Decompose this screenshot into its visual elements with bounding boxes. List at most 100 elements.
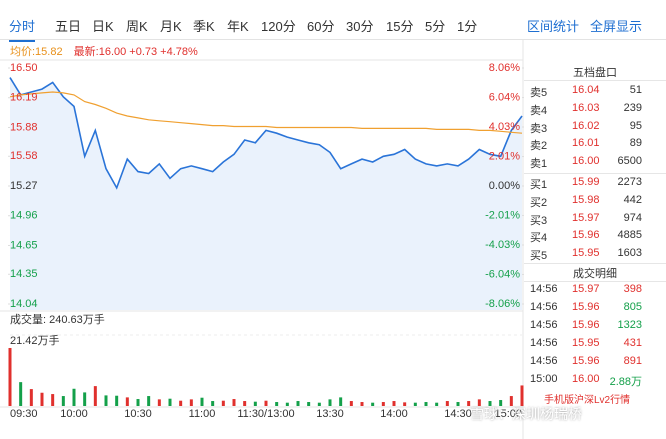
y2-tick-label: -8.06% — [485, 298, 520, 310]
trade-price: 16.00 — [572, 373, 600, 385]
order-volume: 442 — [623, 193, 642, 206]
order-volume: 2273 — [617, 176, 642, 188]
volume-bar — [360, 402, 364, 406]
volume-bar — [424, 402, 428, 406]
order-price: 15.98 — [572, 193, 600, 206]
volume-bar — [328, 399, 332, 406]
tab[interactable]: 五日 — [55, 19, 82, 34]
tab[interactable]: 分时 — [9, 16, 36, 42]
side-panel: 五档盘口 卖5 16.04 51 卖4 16.03 239 卖3 16.02 95 卖2 16.01 8… — [524, 60, 666, 410]
volume-bar — [29, 389, 33, 406]
trade-price: 15.96 — [572, 355, 600, 367]
volume-bar — [317, 402, 321, 406]
last-price: 最新:16.00 +0.73 +4.78% — [73, 46, 198, 58]
tab[interactable]: 年K — [227, 19, 249, 34]
volume-bar — [189, 399, 193, 406]
y-tick-label: 16.19 — [10, 92, 38, 104]
chart: 雪球 16.5016.1915.8815.5815.2714.9614.6514… — [0, 40, 524, 439]
order-label: 卖3 — [530, 122, 548, 135]
volume-bar — [104, 395, 108, 406]
y-tick-label: 14.65 — [10, 239, 38, 251]
order-label: 买1 — [530, 179, 548, 191]
tab[interactable]: 60分 — [307, 19, 335, 34]
y-tick-label: 14.35 — [10, 268, 38, 280]
x-tick-label: 10:00 — [60, 408, 88, 420]
order-price: 16.04 — [572, 84, 600, 96]
x-tick-label: 11:00 — [189, 408, 216, 420]
volume-bar — [179, 400, 183, 406]
trade-price: 15.97 — [572, 283, 600, 295]
x-tick-label: 13:30 — [316, 408, 344, 420]
average-line — [9, 91, 523, 134]
volume-bar — [435, 402, 439, 406]
x-tick-label: 14:00 — [380, 408, 408, 420]
order-price: 16.03 — [572, 101, 600, 114]
tab[interactable]: 5分 — [425, 19, 446, 34]
volume-bar — [339, 397, 343, 406]
volume-bar — [40, 392, 44, 406]
lv2-link[interactable]: 手机版沪深Lv2行情 — [544, 395, 631, 406]
tab-action[interactable]: 区间统计 — [527, 19, 580, 34]
order-price: 15.96 — [572, 229, 600, 242]
trade-volume: 398 — [623, 283, 642, 295]
volume-bar — [467, 401, 471, 406]
trade-price: 15.95 — [572, 337, 600, 349]
volume-bar — [509, 396, 513, 406]
separator — [524, 173, 666, 174]
y2-tick-label: 0.00% — [489, 180, 520, 192]
order-book-title: 五档盘口 — [573, 67, 617, 79]
x-tick-label: 11:30/13:00 — [237, 408, 294, 420]
volume-bar — [136, 399, 140, 406]
tab[interactable]: 周K — [126, 19, 148, 34]
order-label: 卖5 — [530, 87, 548, 99]
volume-bar — [520, 385, 524, 406]
order-price: 15.99 — [572, 176, 600, 188]
volume-bar — [93, 386, 97, 406]
y2-tick-label: -4.03% — [485, 239, 520, 251]
y-tick-label: 15.27 — [10, 180, 38, 192]
trade-time: 14:56 — [530, 301, 558, 313]
volume-title: 成交量: 240.63万手 — [10, 312, 105, 326]
tab-action[interactable]: 全屏显示 — [590, 19, 643, 34]
y-tick-label: 16.50 — [10, 62, 38, 74]
tab[interactable]: 30分 — [346, 19, 374, 34]
order-label: 买2 — [530, 196, 548, 209]
tab[interactable]: 15分 — [386, 19, 414, 34]
order-price: 15.97 — [572, 211, 600, 224]
y-tick-label: 14.96 — [10, 210, 38, 222]
volume-bar — [349, 401, 353, 406]
volume-bar — [168, 398, 172, 406]
trade-time: 14:56 — [530, 355, 558, 367]
order-label: 买5 — [530, 250, 548, 263]
volume-bar — [445, 401, 449, 406]
tab[interactable]: 日K — [92, 19, 114, 34]
order-volume: 1603 — [617, 247, 642, 260]
y2-tick-label: -2.01% — [485, 209, 520, 221]
volume-bar — [8, 347, 12, 406]
trade-volume: 1323 — [617, 319, 642, 331]
volume-bar — [157, 399, 161, 406]
average-price: 均价:15.82 — [10, 46, 63, 58]
x-tick-label: 14:30 — [444, 408, 472, 420]
quote-info: 均价:15.82 最新:16.00 +0.73 +4.78% — [10, 43, 198, 59]
volume-bar — [392, 401, 396, 406]
volume-bar — [499, 400, 503, 406]
tab[interactable]: 120分 — [261, 19, 296, 34]
trade-time: 14:56 — [530, 283, 558, 295]
volume-bar — [72, 388, 76, 406]
tab[interactable]: 月K — [160, 19, 182, 34]
volume-bar — [200, 397, 204, 406]
volume-bar — [51, 394, 55, 406]
volume-bar — [264, 400, 268, 406]
tab[interactable]: 季K — [193, 19, 215, 34]
order-label: 买3 — [530, 214, 548, 227]
order-volume: 89 — [629, 137, 642, 150]
y2-tick-label: 6.04% — [489, 91, 520, 103]
order-label: 卖2 — [530, 140, 548, 153]
order-price: 16.02 — [572, 119, 600, 132]
tab[interactable]: 1分 — [457, 19, 478, 34]
y2-tick-label: 8.06% — [489, 62, 520, 74]
y2-tick-label: 4.03% — [489, 121, 520, 133]
volume-tick-label: 21.42万手 — [10, 333, 60, 347]
